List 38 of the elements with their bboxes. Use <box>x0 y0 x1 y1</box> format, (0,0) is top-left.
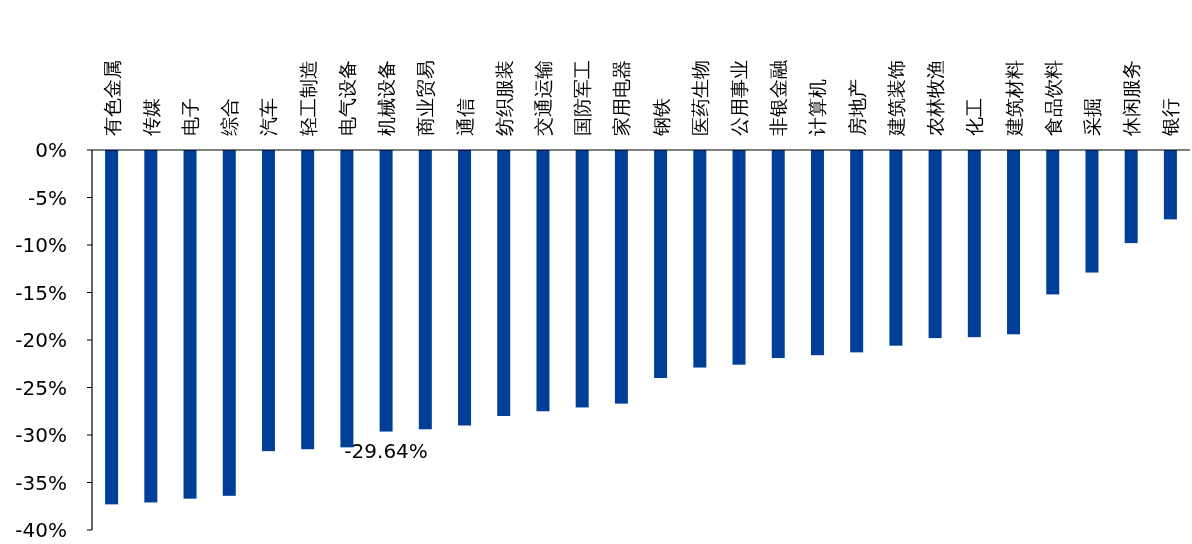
x-tick-label: 公用事业 <box>728 60 751 136</box>
x-tick-label: 机械设备 <box>375 60 398 136</box>
y-tick-label: -35% <box>15 470 67 495</box>
x-tick-label: 农林牧渔 <box>924 60 947 136</box>
y-tick-label: -25% <box>15 375 67 400</box>
y-tick-label: -10% <box>15 233 67 257</box>
x-tick-label: 休闲服务 <box>1120 60 1143 136</box>
x-tick-label: 通信 <box>453 98 476 136</box>
data-label: -29.64% <box>344 438 428 463</box>
x-tick-label: 建筑材料 <box>1002 60 1025 137</box>
x-tick-label: 采掘 <box>1080 98 1103 136</box>
x-tick-label: 家用电器 <box>610 60 633 136</box>
x-tick-label: 计算机 <box>806 79 829 136</box>
x-tick-label: 医药生物 <box>688 60 711 136</box>
x-tick-label: 传媒 <box>139 98 162 136</box>
x-tick-label: 商业贸易 <box>414 60 437 136</box>
x-tick-label: 国防军工 <box>571 60 594 136</box>
x-tick-label: 综合 <box>218 98 241 136</box>
x-tick-label: 电气设备 <box>335 60 358 136</box>
x-tick-label: 银行 <box>1159 98 1182 137</box>
x-tick-label: 非银金融 <box>767 60 790 136</box>
x-tick-label: 食品饮料 <box>1041 60 1064 136</box>
y-tick-label: -5% <box>28 185 67 210</box>
x-tick-label: 建筑装饰 <box>884 60 907 137</box>
y-tick-label: -20% <box>15 328 67 352</box>
y-tick-label: -30% <box>15 423 67 447</box>
x-tick-label: 电子 <box>179 98 202 136</box>
x-tick-label: 轻工制造 <box>296 60 319 136</box>
x-tick-label: 房地产 <box>845 79 868 136</box>
x-tick-label: 钢铁 <box>649 98 672 137</box>
x-tick-label: 化工 <box>963 98 986 136</box>
y-tick-label: -40% <box>15 518 67 542</box>
y-tick-label: 0% <box>35 138 67 162</box>
x-tick-label: 纺织服装 <box>492 60 515 136</box>
x-tick-label: 交通运输 <box>531 60 554 136</box>
x-tick-label: 有色金属 <box>100 60 123 136</box>
x-tick-label: 汽车 <box>257 98 280 136</box>
y-tick-label: -15% <box>15 280 67 305</box>
